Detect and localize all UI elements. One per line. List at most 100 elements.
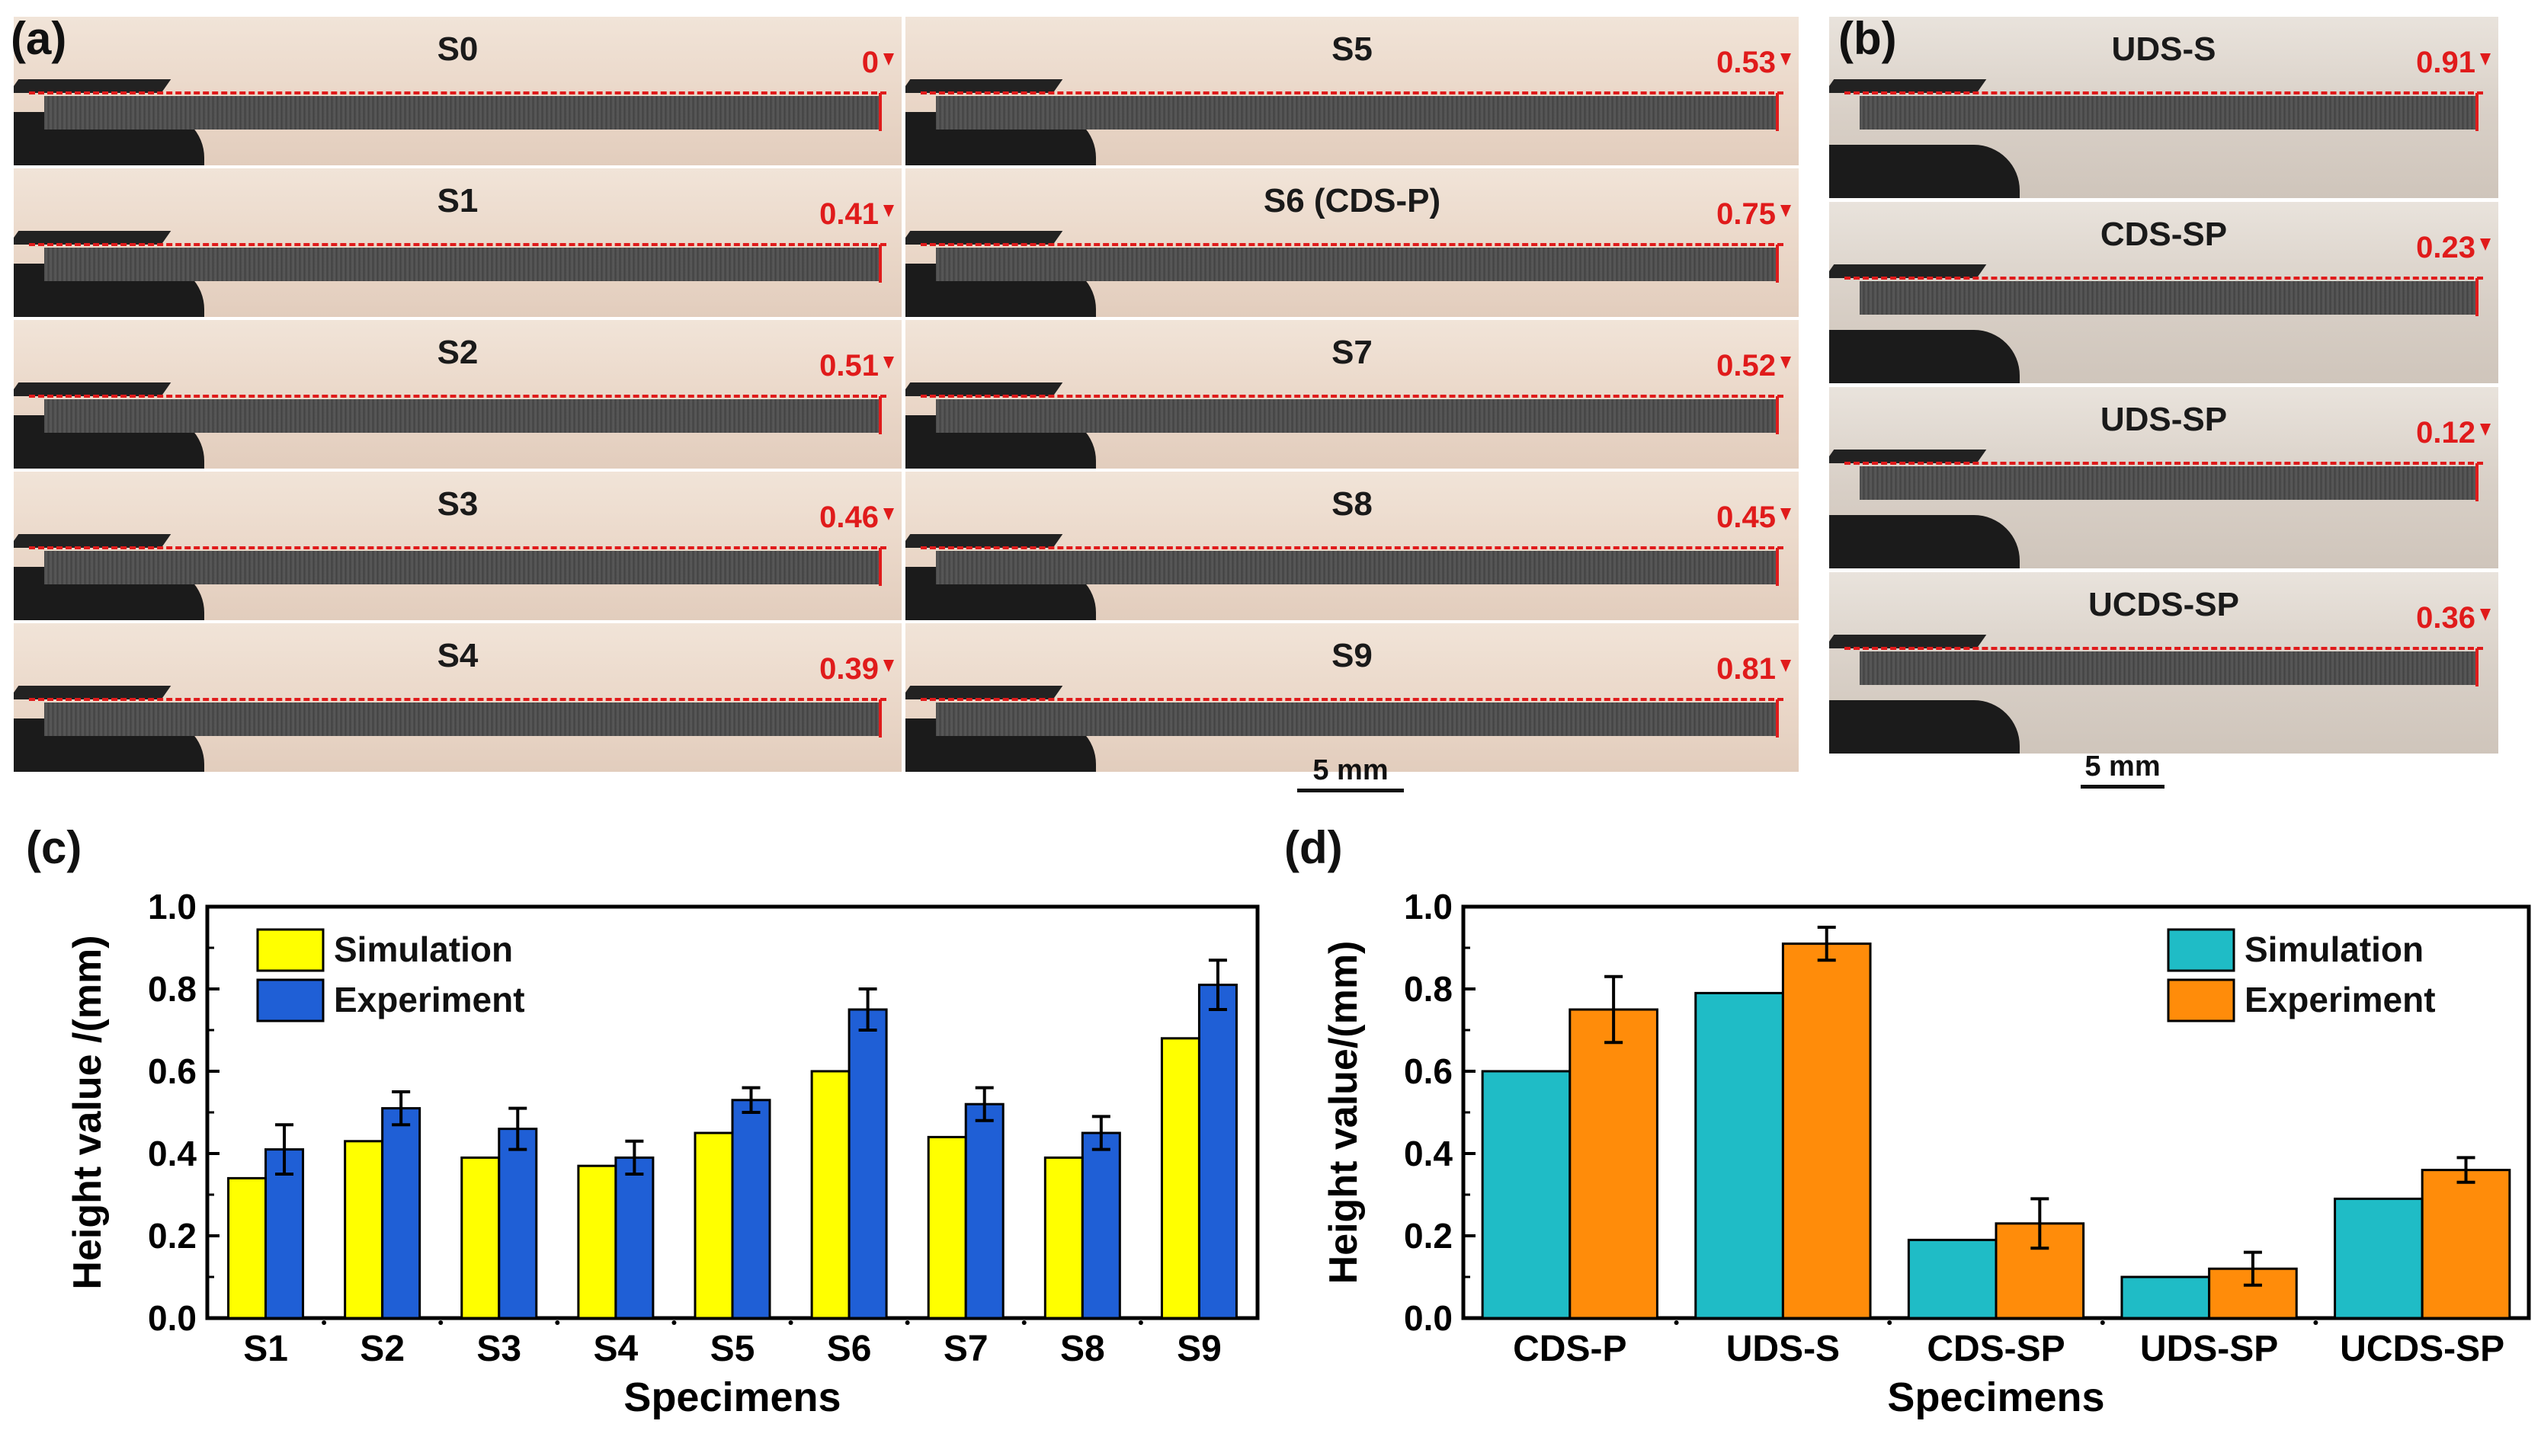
panel-c-label: (c) bbox=[26, 822, 82, 873]
bar-simulation-s9 bbox=[1160, 1037, 1200, 1320]
x-tick-label: S1 bbox=[243, 1329, 288, 1369]
deflection-value: 0.81 bbox=[1716, 652, 1776, 686]
y-tick-label: 0.4 bbox=[148, 1134, 197, 1173]
x-tick-label: S6 bbox=[827, 1329, 872, 1369]
bar-simulation-uds-s bbox=[1694, 991, 1784, 1320]
y-tick-label: 0.4 bbox=[1404, 1134, 1453, 1173]
reference-dashed-line bbox=[29, 243, 886, 246]
x-tick-label: S9 bbox=[1177, 1329, 1222, 1369]
deflection-marker bbox=[879, 396, 882, 434]
x-axis-label: Specimens bbox=[1887, 1374, 2104, 1420]
specimen-photo: S9 0.81 bbox=[905, 623, 1799, 772]
down-arrow-icon bbox=[883, 205, 894, 217]
legend-swatch-simulation bbox=[2167, 928, 2235, 972]
reference-dashed-line bbox=[29, 395, 886, 398]
deflection-marker bbox=[2475, 278, 2479, 316]
deflection-value: 0.75 bbox=[1716, 197, 1776, 231]
panel-b-label: (b) bbox=[1838, 13, 1897, 64]
legend-label-simulation: Simulation bbox=[2245, 930, 2424, 969]
bar-simulation-s7 bbox=[927, 1135, 967, 1320]
specimen-bar bbox=[936, 399, 1777, 433]
y-tick-label: 0.8 bbox=[1404, 969, 1453, 1009]
deflection-value: 0.45 bbox=[1716, 501, 1776, 534]
x-separator bbox=[2100, 1320, 2105, 1325]
specimen-photo: S4 0.39 bbox=[14, 623, 902, 772]
bar-experiment-s7 bbox=[964, 1102, 1005, 1320]
bar-simulation-uds-sp bbox=[2120, 1275, 2211, 1320]
specimen-label: S2 bbox=[437, 334, 479, 371]
specimen-bar bbox=[936, 551, 1777, 584]
panel-d-label: (d) bbox=[1284, 822, 1343, 873]
specimen-bar bbox=[1860, 466, 2477, 500]
y-tick-label: 0.6 bbox=[148, 1051, 197, 1091]
deflection-value: 0.41 bbox=[819, 197, 879, 231]
x-tick-label: CDS-P bbox=[1513, 1329, 1626, 1369]
x-separator bbox=[788, 1320, 793, 1325]
reference-dashed-line bbox=[1844, 462, 2483, 465]
x-tick-label: S3 bbox=[476, 1329, 521, 1369]
x-separator bbox=[2313, 1320, 2318, 1325]
x-axis-label: Specimens bbox=[623, 1374, 841, 1420]
deflection-marker bbox=[2475, 93, 2479, 131]
x-tick-label: UDS-SP bbox=[2140, 1329, 2278, 1369]
specimen-label: S5 bbox=[1331, 30, 1373, 68]
deflection-value: 0.39 bbox=[819, 652, 879, 686]
bar-experiment-s9 bbox=[1197, 984, 1238, 1320]
deflection-value: 0.91 bbox=[2416, 46, 2475, 79]
clamp-base bbox=[1829, 515, 2020, 568]
bar-experiment-s1 bbox=[264, 1148, 305, 1320]
x-tick-label: S2 bbox=[360, 1329, 405, 1369]
deflection-marker bbox=[879, 548, 882, 586]
x-tick-label: CDS-SP bbox=[1927, 1329, 2065, 1369]
specimen-photo: S3 0.46 bbox=[14, 472, 902, 620]
deflection-marker bbox=[879, 93, 882, 131]
deflection-marker bbox=[1776, 699, 1779, 738]
specimen-photo: UDS-S 0.91 bbox=[1829, 17, 2498, 198]
specimen-photo: S7 0.52 bbox=[905, 320, 1799, 469]
x-separator bbox=[1674, 1320, 1679, 1325]
bar-simulation-cds-sp bbox=[1907, 1238, 1998, 1320]
reference-dashed-line bbox=[29, 546, 886, 549]
down-arrow-icon bbox=[883, 357, 894, 369]
x-tick-label: UDS-S bbox=[1726, 1329, 1840, 1369]
reference-dashed-line bbox=[921, 243, 1783, 246]
y-tick-label: 0.0 bbox=[148, 1298, 197, 1338]
bar-experiment-s8 bbox=[1081, 1131, 1121, 1320]
bar-experiment-s2 bbox=[381, 1107, 421, 1320]
bar-experiment-ucds-sp bbox=[2421, 1169, 2511, 1320]
specimen-bar bbox=[44, 702, 880, 736]
down-arrow-icon bbox=[1780, 53, 1791, 66]
reference-dashed-line bbox=[921, 91, 1783, 94]
specimen-bar bbox=[936, 96, 1777, 130]
legend-label-experiment: Experiment bbox=[334, 980, 525, 1019]
deflection-value: 0.36 bbox=[2416, 601, 2475, 635]
specimen-bar bbox=[44, 248, 880, 281]
y-tick-label: 0.6 bbox=[1404, 1051, 1453, 1091]
down-arrow-icon bbox=[2480, 609, 2491, 621]
x-separator bbox=[438, 1320, 444, 1325]
clamp-base bbox=[1829, 330, 2020, 383]
bar-simulation-s3 bbox=[460, 1156, 501, 1320]
deflection-value: 0.46 bbox=[819, 501, 879, 534]
bar-simulation-s2 bbox=[344, 1140, 384, 1320]
x-separator bbox=[1138, 1320, 1143, 1325]
bar-experiment-s5 bbox=[731, 1099, 771, 1320]
specimen-photo: S2 0.51 bbox=[14, 320, 902, 469]
y-tick-label: 1.0 bbox=[148, 887, 197, 926]
deflection-marker bbox=[1776, 245, 1779, 283]
deflection-marker bbox=[1776, 548, 1779, 586]
specimen-label: UDS-SP bbox=[2100, 401, 2228, 438]
down-arrow-icon bbox=[1780, 660, 1791, 672]
y-tick-label: 1.0 bbox=[1404, 887, 1453, 926]
bar-simulation-cds-p bbox=[1481, 1070, 1572, 1320]
specimen-photo: S1 0.41 bbox=[14, 168, 902, 317]
legend-swatch-experiment bbox=[256, 978, 325, 1022]
reference-dashed-line bbox=[921, 546, 1783, 549]
bar-experiment-uds-s bbox=[1781, 942, 1872, 1320]
bar-simulation-s6 bbox=[810, 1070, 851, 1320]
y-tick-label: 0.2 bbox=[1404, 1216, 1453, 1256]
x-separator bbox=[671, 1320, 677, 1325]
y-tick-label: 0.0 bbox=[1404, 1298, 1453, 1338]
reference-dashed-line bbox=[1844, 91, 2483, 94]
deflection-marker bbox=[1776, 396, 1779, 434]
